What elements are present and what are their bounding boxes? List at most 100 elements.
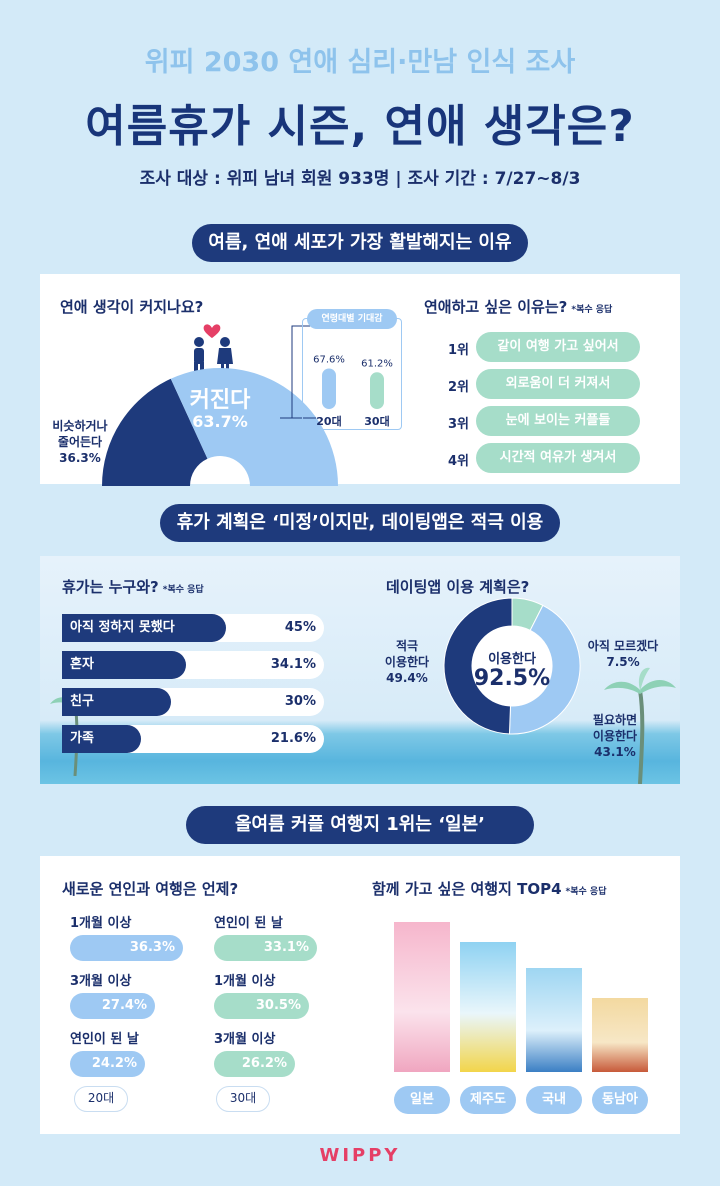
group-20s-label: 20대 (74, 1086, 128, 1112)
couple-icon (194, 324, 233, 372)
dating-label-need: 필요하면 이용한다 43.1% (580, 712, 650, 760)
when-bar-category: 3개월 이상 (214, 1032, 276, 1047)
age-expect-chart: 67.6% 20대 61.2% 30대 (313, 354, 393, 428)
reason-rank: 1위 (448, 343, 470, 358)
semi-small-label-line2: 줄어든다 (57, 435, 103, 449)
when-bar: 36.3% (70, 935, 183, 961)
age-bar-category: 30대 (364, 414, 389, 428)
when-20s-bars: 1개월 이상 36.3% 3개월 이상 27.4% 연인이 된 날 24.2% (70, 912, 210, 1086)
when-bar: 26.2% (214, 1051, 295, 1077)
section1-panel: 연애 생각이 커지나요? 커진다 63.7% 비슷하거나 줄어든다 36.3% … (40, 274, 680, 486)
dating-active-line1: 적극 (395, 639, 419, 653)
interest-semi-donut (102, 368, 338, 486)
when-bar-group: 1개월 이상 30.5% (214, 970, 354, 1028)
q2-title: 연애하고 싶은 이유는? *복수 응답 (424, 296, 612, 317)
when-bar: 27.4% (70, 993, 155, 1019)
q1-title: 연애 생각이 커지나요? (60, 298, 204, 316)
reason-rank: 3위 (448, 417, 470, 432)
reason-item: 2위 외로움이 더 커져서 (448, 369, 644, 406)
age-bar-value: 67.6% (313, 354, 345, 365)
section2-pill: 휴가 계획은 ‘미정’이지만, 데이팅앱은 적극 이용 (160, 504, 560, 542)
semi-slice-increase (170, 368, 338, 486)
vacation-q-note: *복수 응답 (162, 585, 204, 595)
dating-label-unsure: 아직 모르겠다 7.5% (578, 638, 668, 670)
vacation-bar-row: 친구 30% (62, 688, 324, 725)
dating-donut (443, 597, 581, 735)
top4-note: *복수 응답 (565, 887, 607, 897)
vacation-bar-row: 혼자 34.1% (62, 651, 324, 688)
vacation-bar-value: 30% (284, 694, 316, 709)
when-bar-category: 1개월 이상 (70, 916, 132, 931)
section3-panel: 새로운 연인과 여행은 언제? 1개월 이상 36.3% 3개월 이상 27.4% 연인… (40, 856, 680, 1134)
top4-title-text: 함께 가고 싶은 여행지 TOP4 (372, 880, 562, 898)
when-bar-category: 3개월 이상 (70, 974, 132, 989)
section3-pill: 올여름 커플 여행지 1위는 ‘일본’ (186, 806, 534, 844)
survey-subtitle: 위피 2030 연애 심리·만남 인식 조사 (144, 47, 576, 78)
destination-bar (460, 942, 516, 1072)
dating-center-value: 92.5% (473, 666, 551, 691)
semi-small-label-line1: 비슷하거나 (52, 419, 108, 433)
q2-note: *복수 응답 (571, 305, 613, 315)
reason-item: 3위 눈에 보이는 커플들 (448, 406, 644, 443)
when-bar: 24.2% (70, 1051, 145, 1077)
when-bar-category: 연인이 된 날 (70, 1032, 139, 1047)
dating-active-value: 49.4% (386, 671, 428, 685)
dating-q-title: 데이팅앱 이용 계획은? (386, 578, 530, 596)
reason-label: 같이 여행 가고 싶어서 (476, 332, 640, 362)
wippy-logo: WIPPY (319, 1145, 401, 1166)
dating-active-line2: 이용한다 (384, 655, 430, 669)
vacation-bar-list: 아직 정하지 못했다 45% 혼자 34.1% 친구 30% 가족 21.6% (62, 614, 324, 762)
reason-label: 외로움이 더 커져서 (476, 369, 640, 399)
destination-bar (592, 998, 648, 1072)
semi-big-value: 63.7% (192, 412, 248, 431)
dating-label-active: 적극 이용한다 49.4% (374, 638, 440, 686)
semi-small-label: 비슷하거나 줄어든다 36.3% (48, 418, 112, 466)
destination-label: 동남아 (592, 1086, 648, 1114)
reason-list: 1위 같이 여행 가고 싶어서 2위 외로움이 더 커져서 3위 눈에 보이는 … (448, 332, 644, 480)
when-bar-group: 연인이 된 날 24.2% (70, 1028, 210, 1086)
vacation-bar-row: 가족 21.6% (62, 725, 324, 762)
vacation-bar: 가족 (62, 725, 141, 753)
when-bar-group: 1개월 이상 36.3% (70, 912, 210, 970)
section2-panel: 휴가는 누구와? *복수 응답 아직 정하지 못했다 45% 혼자 34.1% 친구 30%… (40, 556, 680, 784)
destination-label: 일본 (394, 1086, 450, 1114)
destination-label: 국내 (526, 1086, 582, 1114)
destination-bar (526, 968, 582, 1072)
dating-unsure-line1: 아직 모르겠다 (587, 639, 659, 653)
dating-unsure-value: 7.5% (606, 655, 640, 669)
age-bar-category: 20대 (316, 414, 341, 428)
destination-bar (394, 922, 450, 1072)
destination-label: 제주도 (460, 1086, 516, 1114)
when-30s-bars: 연인이 된 날 33.1% 1개월 이상 30.5% 3개월 이상 26.2% (214, 912, 354, 1086)
dating-center-label: 이용한다 (488, 652, 536, 667)
dating-donut-hole (472, 626, 552, 706)
when-bar-category: 연인이 된 날 (214, 916, 283, 931)
top4-title: 함께 가고 싶은 여행지 TOP4 *복수 응답 (372, 878, 606, 899)
dating-slice (508, 604, 581, 735)
when-bar: 33.1% (214, 935, 317, 961)
when-bar: 30.5% (214, 993, 309, 1019)
age-bar (322, 368, 336, 409)
vacation-bar-value: 45% (284, 620, 316, 635)
when-bar-group: 3개월 이상 27.4% (70, 970, 210, 1028)
when-bar-group: 3개월 이상 26.2% (214, 1028, 354, 1086)
vacation-q-title: 휴가는 누구와? *복수 응답 (62, 576, 204, 597)
dating-need-line1: 필요하면 (592, 713, 638, 727)
dating-need-value: 43.1% (594, 745, 636, 759)
reason-label: 눈에 보이는 커플들 (476, 406, 640, 436)
reason-rank: 4위 (448, 454, 470, 469)
age-bar (370, 372, 384, 409)
semi-slice-decrease (102, 378, 208, 486)
top4-chart: 일본 제주도 국내 동남아 (394, 916, 654, 1116)
age-expect-box: 연령대별 기대감 67.6% 20대 61.2% 30대 (302, 309, 402, 430)
vacation-bar-row: 아직 정하지 못했다 45% (62, 614, 324, 651)
vacation-bar: 아직 정하지 못했다 (62, 614, 226, 642)
dating-need-line2: 이용한다 (592, 729, 638, 743)
page-title: 여름휴가 시즌, 연애 생각은? (85, 101, 635, 152)
reason-label: 시간적 여유가 생겨서 (476, 443, 640, 473)
when-bar-category: 1개월 이상 (214, 974, 276, 989)
reason-item: 4위 시간적 여유가 생겨서 (448, 443, 644, 480)
group-30s-label: 30대 (216, 1086, 270, 1112)
vacation-bar: 혼자 (62, 651, 186, 679)
survey-meta: 조사 대상 : 위피 남녀 회원 933명 | 조사 기간 : 7/27~8/3 (139, 169, 581, 189)
